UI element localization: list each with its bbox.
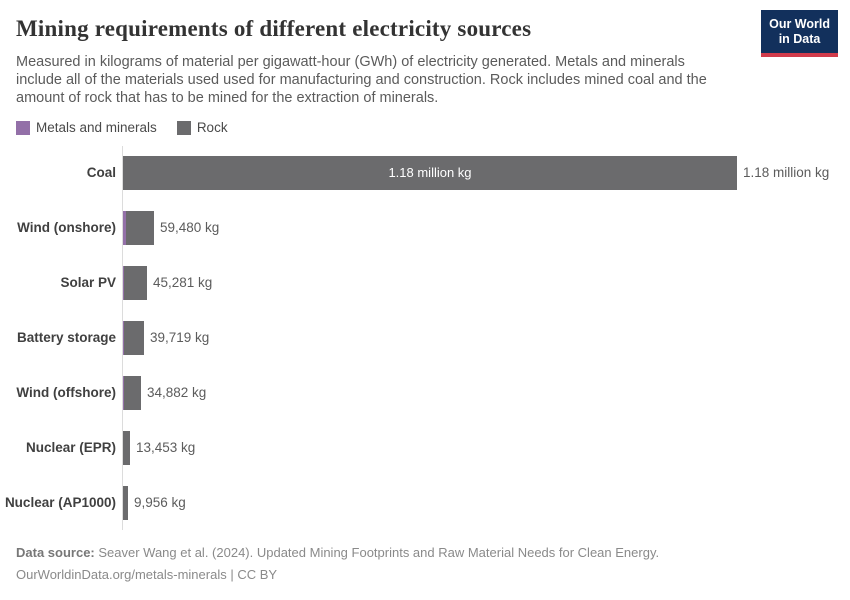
legend-label: Rock (196, 120, 228, 135)
bar-value-label: 1.18 million kg (743, 165, 830, 180)
legend-swatch (176, 120, 191, 135)
bar-segment-metals[interactable] (123, 320, 124, 355)
chart-legend: Metals and minerals Rock (16, 120, 228, 135)
bar[interactable] (123, 375, 141, 410)
legend-swatch (16, 120, 30, 135)
owid-logo-line2: in Data (778, 32, 821, 46)
chart-footer: Data source: Seaver Wang et al. (2024). … (16, 542, 659, 586)
category-label: Nuclear (EPR) (25, 440, 116, 455)
page-title: Mining requirements of different electri… (16, 16, 532, 41)
license-line[interactable]: OurWorldinData.org/metals-minerals | CC … (16, 567, 278, 582)
chart-rows: Coal 1.18 million kg 1.18 million kg Wind (… (0, 145, 850, 530)
bar-value-label: 13,453 kg (136, 440, 196, 455)
category-label: Battery storage (16, 330, 116, 345)
category-label: Wind (offshore) (16, 385, 116, 400)
legend-item-rock[interactable]: Rock (176, 120, 228, 135)
datasource-label: Data source: (16, 545, 95, 560)
bar[interactable] (123, 485, 128, 520)
bar-segment-metals[interactable] (123, 210, 126, 245)
legend-label: Metals and minerals (36, 120, 157, 135)
bar-row: Battery storage 39,719 kg (0, 310, 850, 365)
datasource-text: Seaver Wang et al. (2024). Updated Minin… (94, 545, 660, 560)
bar-track: 39,719 kg (123, 320, 850, 355)
bar-segment-metals[interactable] (123, 375, 124, 410)
bar-track: 9,956 kg (123, 485, 850, 520)
bar-value-label: 9,956 kg (134, 495, 186, 510)
chart-area: Coal 1.18 million kg 1.18 million kg Wind (… (0, 145, 850, 530)
bar-segment-metals[interactable] (123, 265, 124, 300)
bar-track: 13,453 kg (123, 430, 850, 465)
bar[interactable] (123, 430, 130, 465)
chart-subtitle: Measured in kilograms of material per gi… (16, 54, 707, 106)
bar-segment-rock[interactable] (123, 430, 130, 465)
bar-value-label: 59,480 kg (160, 220, 220, 235)
bar-track: 59,480 kg (123, 210, 850, 245)
bar-segment-rock[interactable] (124, 320, 144, 355)
bar[interactable] (123, 320, 144, 355)
bar-segment-rock[interactable] (126, 210, 154, 245)
owid-logo[interactable]: Our World in Data (761, 10, 838, 57)
bar-segment-rock[interactable] (123, 485, 128, 520)
bar-segment-rock[interactable] (124, 265, 147, 300)
bar[interactable] (123, 265, 147, 300)
category-label: Solar PV (60, 275, 116, 290)
bar-track: 1.18 million kg 1.18 million kg (123, 155, 850, 190)
bar-segment-rock[interactable] (124, 375, 141, 410)
category-label: Coal (86, 165, 116, 180)
bar[interactable] (123, 210, 154, 245)
category-label: Nuclear (AP1000) (4, 495, 116, 510)
bar-row: Coal 1.18 million kg 1.18 million kg (0, 145, 850, 200)
bar-value-label: 39,719 kg (150, 330, 210, 345)
bar-row: Solar PV 45,281 kg (0, 255, 850, 310)
category-label: Wind (onshore) (17, 220, 116, 235)
bar-segment-rock[interactable] (123, 155, 737, 190)
datasource-line: Data source: Seaver Wang et al. (2024). … (16, 542, 659, 564)
owid-logo-line1: Our World (769, 17, 830, 31)
bar-row: Nuclear (EPR) 13,453 kg (0, 420, 850, 475)
bar[interactable]: 1.18 million kg (123, 155, 737, 190)
y-axis-line (122, 146, 123, 530)
bar-track: 34,882 kg (123, 375, 850, 410)
legend-item-metals[interactable]: Metals and minerals (16, 120, 157, 135)
bar-value-label: 34,882 kg (147, 385, 207, 400)
bar-track: 45,281 kg (123, 265, 850, 300)
bar-row: Nuclear (AP1000) 9,956 kg (0, 475, 850, 530)
bar-value-label: 45,281 kg (153, 275, 213, 290)
bar-row: Wind (offshore) 34,882 kg (0, 365, 850, 420)
bar-row: Wind (onshore) 59,480 kg (0, 200, 850, 255)
